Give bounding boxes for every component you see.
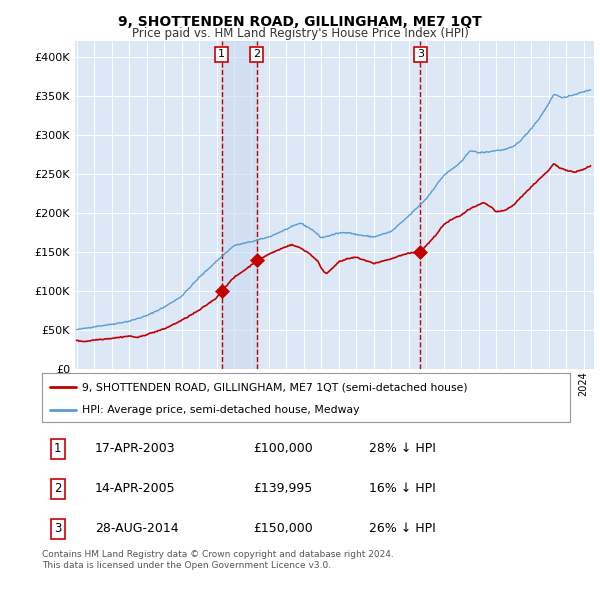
Text: 28-AUG-2014: 28-AUG-2014 [95,522,178,535]
Text: 9, SHOTTENDEN ROAD, GILLINGHAM, ME7 1QT (semi-detached house): 9, SHOTTENDEN ROAD, GILLINGHAM, ME7 1QT … [82,382,467,392]
Text: 1: 1 [218,50,225,60]
Text: 28% ↓ HPI: 28% ↓ HPI [370,442,436,455]
Text: 3: 3 [54,522,62,535]
Text: 9, SHOTTENDEN ROAD, GILLINGHAM, ME7 1QT: 9, SHOTTENDEN ROAD, GILLINGHAM, ME7 1QT [118,15,482,29]
Text: 2: 2 [54,483,62,496]
Text: £100,000: £100,000 [253,442,313,455]
Text: 1: 1 [54,442,62,455]
Bar [221,41,257,369]
Text: £150,000: £150,000 [253,522,313,535]
Text: HPI: Average price, semi-detached house, Medway: HPI: Average price, semi-detached house,… [82,405,359,415]
Text: Price paid vs. HM Land Registry's House Price Index (HPI): Price paid vs. HM Land Registry's House … [131,27,469,40]
Text: 17-APR-2003: 17-APR-2003 [95,442,175,455]
Text: 16% ↓ HPI: 16% ↓ HPI [370,483,436,496]
Text: 2: 2 [253,50,260,60]
Text: 26% ↓ HPI: 26% ↓ HPI [370,522,436,535]
Text: £139,995: £139,995 [253,483,313,496]
Text: Contains HM Land Registry data © Crown copyright and database right 2024.: Contains HM Land Registry data © Crown c… [42,550,394,559]
Text: 3: 3 [417,50,424,60]
Text: 14-APR-2005: 14-APR-2005 [95,483,175,496]
Text: This data is licensed under the Open Government Licence v3.0.: This data is licensed under the Open Gov… [42,560,331,569]
